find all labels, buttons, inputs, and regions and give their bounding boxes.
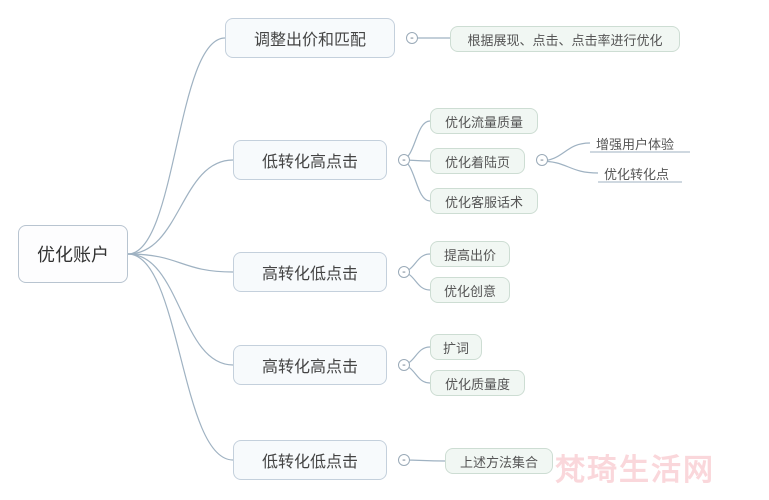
- leaf-optimize-creative: 优化创意: [430, 277, 510, 303]
- branch-high-conv-low-click: 高转化低点击: [233, 252, 387, 292]
- leaf-conversion-point: 优化转化点: [598, 162, 675, 185]
- branch-low-conv-low-click: 低转化低点击: [233, 440, 387, 480]
- branch-adjust-bid: 调整出价和匹配: [225, 18, 395, 58]
- leaf-label: 优化客服话术: [445, 192, 523, 211]
- leaf-label: 根据展现、点击、点击率进行优化: [467, 30, 662, 49]
- leaf-raise-bid: 提高出价: [430, 241, 510, 267]
- leaf-all-methods: 上述方法集合: [445, 448, 553, 474]
- leaf-label: 优化转化点: [604, 164, 669, 183]
- leaf-ux: 增强用户体验: [590, 132, 680, 155]
- leaf-label: 优化质量度: [445, 374, 510, 393]
- leaf-expand-keywords: 扩词: [430, 334, 482, 360]
- leaf-label: 增强用户体验: [596, 134, 674, 153]
- branch-high-conv-high-click: 高转化高点击: [233, 345, 387, 385]
- branch-label: 高转化低点击: [262, 260, 358, 284]
- branch-label: 高转化高点击: [262, 353, 358, 377]
- leaf-label: 提高出价: [444, 245, 496, 264]
- leaf-traffic-quality: 优化流量质量: [430, 108, 538, 134]
- root-label: 优化账户: [37, 241, 109, 267]
- leaf-label: 优化流量质量: [445, 112, 523, 131]
- leaf-label: 扩词: [443, 338, 469, 357]
- leaf-label: 上述方法集合: [460, 452, 538, 471]
- leaf-optimize-by-metrics: 根据展现、点击、点击率进行优化: [450, 26, 680, 52]
- leaf-label: 优化创意: [444, 281, 496, 300]
- leaf-service-script: 优化客服话术: [430, 188, 538, 214]
- branch-label: 低转化高点击: [262, 148, 358, 172]
- branch-low-conv-high-click: 低转化高点击: [233, 140, 387, 180]
- toggle-icon[interactable]: -: [398, 454, 410, 466]
- branch-label: 调整出价和匹配: [254, 26, 366, 50]
- watermark-text: 梵琦生活网: [555, 445, 715, 489]
- leaf-label: 优化着陆页: [445, 152, 510, 171]
- root-node: 优化账户: [18, 225, 128, 283]
- leaf-landing-page: 优化着陆页: [430, 148, 525, 174]
- toggle-icon[interactable]: -: [406, 32, 418, 44]
- toggle-icon[interactable]: -: [398, 154, 410, 166]
- branch-label: 低转化低点击: [262, 448, 358, 472]
- toggle-icon[interactable]: -: [536, 154, 548, 166]
- watermark-label: 梵琦生活网: [555, 454, 715, 487]
- toggle-icon[interactable]: -: [398, 266, 410, 278]
- toggle-icon[interactable]: -: [398, 359, 410, 371]
- leaf-quality-score: 优化质量度: [430, 370, 525, 396]
